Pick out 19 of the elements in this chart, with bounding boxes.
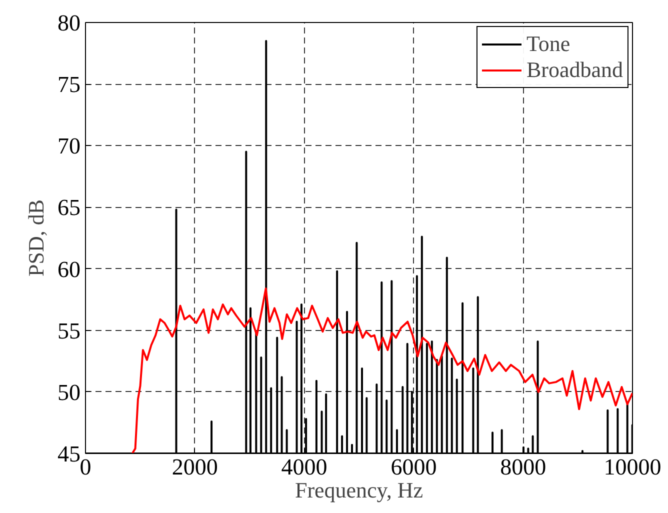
legend-label: Broadband [526, 57, 623, 83]
legend-label: Tone [526, 31, 570, 57]
x-axis-title: Frequency, Hz [294, 478, 424, 502]
x-tick-label: 6000 [390, 454, 437, 480]
x-tick-label: 10000 [604, 454, 662, 480]
x-tick-label: 8000 [500, 454, 546, 480]
y-tick-label: 60 [58, 256, 80, 282]
y-tick-label: 75 [58, 72, 80, 98]
y-tick-label: 80 [58, 10, 80, 36]
y-axis-title: PSD, dB [24, 199, 48, 277]
y-tick-label: 70 [58, 134, 80, 159]
line-series [131, 287, 632, 454]
y-tick-label: 50 [58, 380, 80, 405]
x-tick-label: 0 [80, 454, 92, 480]
y-tick-label: 65 [58, 195, 80, 220]
x-tick-label: 2000 [172, 454, 218, 480]
x-tick-label: 4000 [281, 454, 328, 480]
y-tick-label: 55 [58, 318, 80, 344]
y-tick-label: 45 [58, 442, 80, 466]
